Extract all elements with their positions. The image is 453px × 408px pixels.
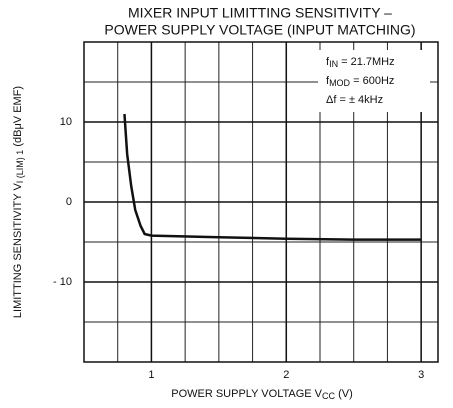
y-axis-label-sub: I (LIM) 1 <box>15 150 25 184</box>
y-axis-label-rest: (dBμV EMF) <box>12 86 24 150</box>
y-tick-label: 0 <box>66 196 72 208</box>
annotation-rest: = 600Hz <box>350 75 394 87</box>
annotation-text: Δf = ± 4kHz <box>326 94 383 106</box>
annotation-sub: IN <box>329 59 338 69</box>
annotation: Δf = ± 4kHz <box>326 94 383 106</box>
annotation-box <box>318 50 430 112</box>
annotation-text: f <box>326 56 330 68</box>
annotation-text: f <box>326 75 330 87</box>
y-tick-label: 10 <box>60 116 72 128</box>
data-line <box>123 113 422 241</box>
chart-title: POWER SUPPLY VOLTAGE (INPUT MATCHING) <box>104 22 415 38</box>
y-tick-label: - 10 <box>53 276 72 288</box>
annotation-sub: MOD <box>329 78 350 88</box>
annotation-rest: = 21.7MHz <box>338 56 395 68</box>
x-tick-label: 3 <box>418 369 424 381</box>
x-tick-label: 1 <box>148 369 154 381</box>
x-axis-label-rest: (V) <box>335 388 353 400</box>
annotation: fIN = 21.7MHz <box>326 56 395 69</box>
x-tick-label: 2 <box>283 369 289 381</box>
y-axis-label: LIMITTING SENSITIVITY VI (LIM) 1 (dBμV E… <box>12 86 25 318</box>
annotation: fMOD = 600Hz <box>326 75 394 88</box>
chart-title: MIXER INPUT LIMITTING SENSITIVITY – <box>128 5 392 21</box>
x-axis-label-text: POWER SUPPLY VOLTAGE V <box>171 388 322 400</box>
y-axis-label-text: LIMITTING SENSITIVITY V <box>12 183 24 319</box>
x-axis-label: POWER SUPPLY VOLTAGE VCC (V) <box>171 388 353 401</box>
x-axis-label-sub: CC <box>322 391 335 401</box>
